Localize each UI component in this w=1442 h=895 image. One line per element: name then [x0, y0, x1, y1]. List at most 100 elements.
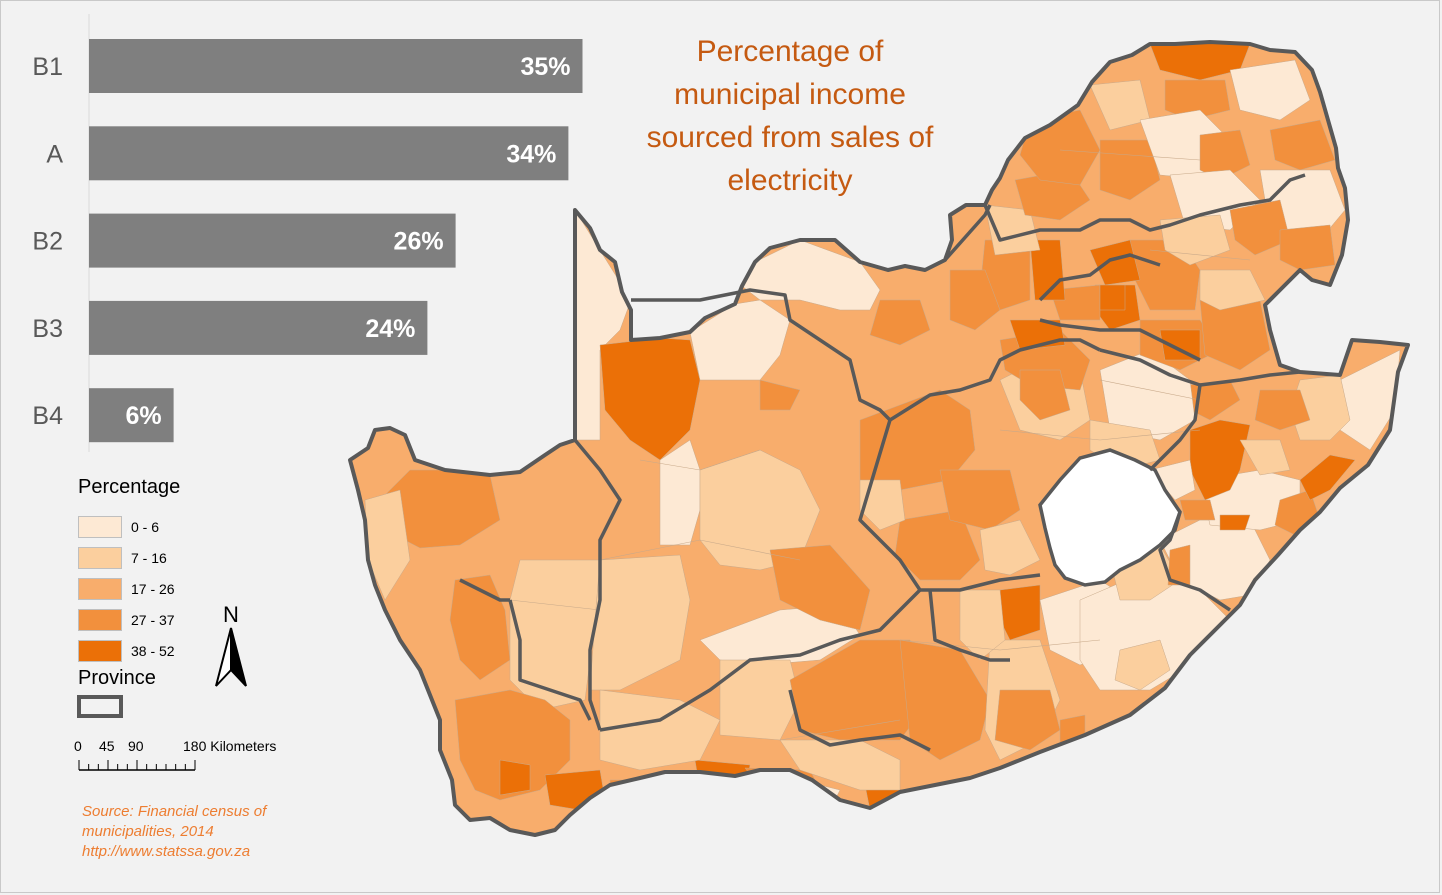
scale-tick-label: 90 — [128, 738, 144, 754]
legend-item-label: 7 - 16 — [131, 549, 167, 566]
municipality-region — [1239, 439, 1291, 476]
province-boundary — [1039, 318, 1201, 362]
municipality-region — [509, 559, 601, 711]
north-arrow-icon: N — [215, 602, 247, 687]
municipality-region — [859, 479, 906, 531]
map-title-line: electricity — [727, 164, 853, 197]
municipality-region — [719, 659, 801, 741]
province-legend-title: Province — [78, 667, 156, 689]
municipality-region — [959, 589, 1006, 661]
municipality-region — [609, 779, 701, 811]
legend-swatch — [78, 515, 122, 538]
legend-swatch — [78, 639, 122, 662]
map-title-line: Percentage of — [696, 35, 884, 68]
municipality-region — [1099, 139, 1161, 201]
scale-ruler — [78, 760, 196, 771]
province-boundary — [858, 419, 1041, 592]
bar-value-label: 34% — [506, 140, 556, 168]
lesotho-region — [1038, 448, 1182, 587]
province-boundary — [1158, 511, 1231, 612]
municipal-boundary — [639, 449, 761, 471]
bar-chart: B1 35% A 34% B2 26% B3 24% B4 6% — [32, 14, 583, 452]
bar-category-label: B2 — [32, 228, 63, 256]
municipality-region — [939, 469, 1021, 531]
province-legend-swatch — [77, 695, 123, 718]
municipality-region — [984, 204, 1041, 256]
municipality-region — [1269, 119, 1336, 171]
municipality-region — [1299, 454, 1356, 501]
legend: Percentage 0 - 6 7 - 16 17 - 26 27 - 37 … — [78, 476, 298, 666]
municipal-boundary — [599, 539, 801, 561]
legend-swatch — [78, 577, 122, 600]
source-line: http://www.statssa.gov.za — [82, 843, 251, 860]
municipality-region — [599, 337, 701, 461]
legend-item: 38 - 52 — [78, 635, 298, 666]
municipality-region — [769, 544, 871, 631]
municipality-region — [1229, 199, 1291, 256]
municipality-region — [544, 769, 606, 811]
province-boundary — [1048, 253, 1161, 292]
municipality-region — [689, 299, 791, 381]
province-boundary — [1038, 288, 1052, 302]
municipal-boundary — [899, 639, 1101, 651]
bar-value-label: 35% — [520, 53, 570, 81]
map-title-line: sourced from sales of — [646, 121, 934, 154]
province-boundary — [788, 689, 931, 752]
source-line: Source: Financial census of — [82, 803, 267, 820]
bar — [89, 126, 569, 181]
municipality-region — [1179, 499, 1216, 521]
scale-tick-label: 45 — [99, 738, 115, 754]
legend-item: 7 - 16 — [78, 542, 298, 573]
bar-category-label: B4 — [32, 402, 63, 430]
province-boundary — [573, 438, 622, 731]
municipality-region — [1199, 269, 1266, 311]
north-label: N — [223, 602, 239, 627]
municipality-region — [1019, 369, 1071, 421]
municipality-region — [599, 689, 721, 771]
province-boundaries — [348, 40, 1410, 837]
municipality-region — [994, 689, 1061, 751]
legend-item-label: 27 - 37 — [131, 611, 175, 628]
south-africa-map — [348, 40, 1410, 837]
source-note: Source: Financial census of municipaliti… — [82, 802, 342, 862]
municipality-region — [759, 379, 801, 411]
bar — [89, 388, 174, 443]
municipality-region — [1164, 79, 1231, 121]
source-line: municipalities, 2014 — [82, 823, 214, 840]
province-boundary — [599, 588, 922, 732]
map-title-line: municipal income — [674, 78, 906, 111]
scale-tick-label: 0 — [74, 738, 82, 754]
municipality-region — [979, 519, 1041, 576]
municipality-region — [1254, 389, 1311, 431]
municipal-boundary — [999, 429, 1201, 441]
province-boundary — [508, 599, 592, 721]
municipality-region — [1089, 239, 1141, 286]
province-boundary — [1099, 348, 1201, 387]
province-boundary — [631, 288, 892, 422]
legend-item: 0 - 6 — [78, 511, 298, 542]
legend-title: Percentage — [78, 476, 181, 498]
legend-swatch — [78, 546, 122, 569]
map-title: Percentage of municipal income sourced f… — [610, 30, 970, 202]
municipality-region — [741, 239, 881, 311]
legend-item-label: 0 - 6 — [131, 518, 160, 535]
province-boundary — [1148, 384, 1202, 472]
legend-item: 27 - 37 — [78, 604, 298, 635]
municipal-boundary — [1099, 379, 1201, 401]
legend-item-label: 17 - 26 — [131, 580, 175, 597]
country-outline — [348, 40, 1410, 837]
municipal-boundary — [509, 599, 601, 611]
province-boundary — [889, 338, 1101, 422]
province-boundary — [459, 578, 510, 602]
bar — [89, 300, 428, 355]
province-boundary — [943, 204, 992, 262]
municipal-boundary — [1059, 149, 1201, 161]
municipality-region — [869, 299, 931, 346]
province-boundary — [983, 173, 1306, 242]
bar-value-label: 26% — [394, 228, 444, 256]
municipality-region — [659, 439, 701, 546]
legend-item: 17 - 26 — [78, 573, 298, 604]
municipality-region — [1229, 59, 1311, 121]
municipality-region — [1099, 284, 1126, 311]
